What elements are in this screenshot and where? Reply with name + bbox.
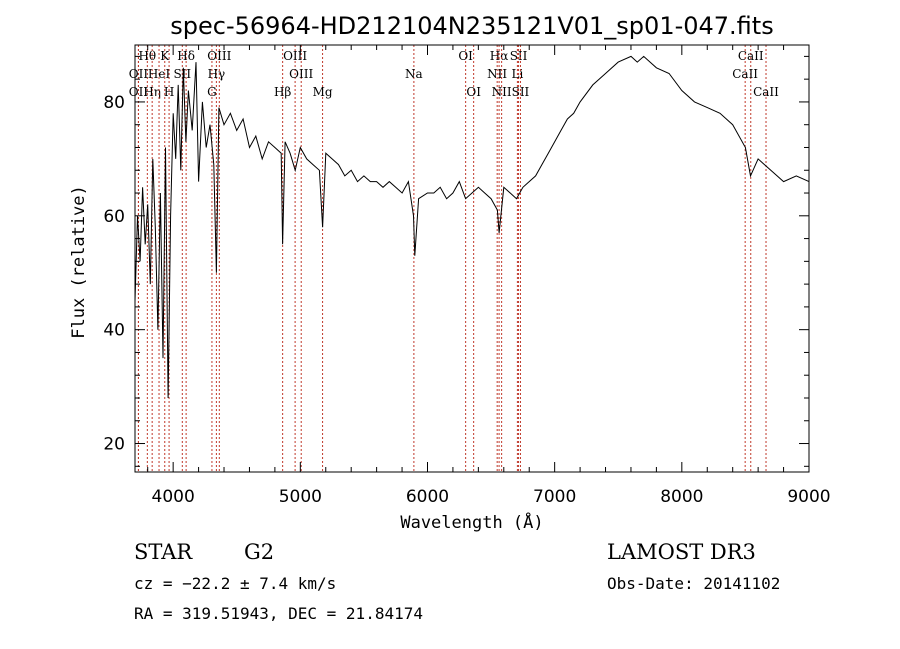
line-marker-label: NII <box>492 85 512 99</box>
x-tick-label: 5000 <box>279 487 322 507</box>
object-class: STAR <box>134 540 193 564</box>
line-marker-label: NII <box>487 67 507 81</box>
line-marker-label: H <box>164 85 174 99</box>
line-marker-label: OI <box>458 49 473 63</box>
line-marker-label: Hγ <box>208 67 226 81</box>
x-tick-label: 4000 <box>152 487 195 507</box>
line-marker-label: Hδ <box>177 49 195 63</box>
line-marker-label: OIII <box>283 49 307 63</box>
y-tick-label: 40 <box>103 321 125 341</box>
y-tick-label: 60 <box>103 207 125 227</box>
line-marker-label: K <box>160 49 170 63</box>
line-marker-label: SII <box>173 67 191 81</box>
spectrum-line <box>134 55 810 399</box>
line-marker-label: Na <box>405 67 423 81</box>
line-marker-label: CaII <box>732 67 758 81</box>
line-marker-label: SII <box>510 49 528 63</box>
line-marker-label: Hβ <box>274 85 291 99</box>
line-marker-label: OII <box>129 85 149 99</box>
survey-name: LAMOST DR3 <box>607 540 756 564</box>
object-subclass: G2 <box>244 540 275 564</box>
line-marker-label: OIII <box>207 49 231 63</box>
line-marker-label: G <box>207 85 217 99</box>
redshift-text: cz = −22.2 ± 7.4 km/s <box>134 574 337 593</box>
line-marker-label: Li <box>511 67 523 81</box>
chart-title: spec-56964-HD212104N235121V01_sp01-047.f… <box>170 12 773 40</box>
line-marker-label: Mg <box>313 85 333 99</box>
line-marker-label: OI <box>466 85 481 99</box>
plot-frame <box>134 44 810 473</box>
obs-date-text: Obs-Date: 20141102 <box>607 574 781 593</box>
line-marker-label: OIII <box>289 67 313 81</box>
line-marker-label: OII <box>129 67 149 81</box>
coordinates-text: RA = 319.51943, DEC = 21.84174 <box>134 604 423 623</box>
y-tick-label: 80 <box>103 93 125 113</box>
axis-ticks: 4000 5000 6000 7000 8000 9000 20 40 60 80 <box>103 45 831 507</box>
y-tick-label: 20 <box>103 435 125 455</box>
x-tick-label: 6000 <box>406 487 449 507</box>
x-tick-label: 8000 <box>660 487 703 507</box>
line-marker-label: Hα <box>490 49 509 63</box>
line-marker-label: Hθ <box>138 49 156 63</box>
x-tick-label: 7000 <box>533 487 576 507</box>
line-marker-label: CaII <box>738 49 764 63</box>
line-marker-label: CaII <box>753 85 779 99</box>
line-marker-label: HeI <box>148 67 171 81</box>
x-axis-label: Wavelength (Å) <box>400 511 543 533</box>
x-tick-label: 9000 <box>787 487 830 507</box>
plot-border <box>134 44 810 473</box>
line-marker-label: SII <box>512 85 530 99</box>
line-marker-label: Hη <box>143 85 161 99</box>
y-axis-label: Flux (relative) <box>69 185 89 339</box>
